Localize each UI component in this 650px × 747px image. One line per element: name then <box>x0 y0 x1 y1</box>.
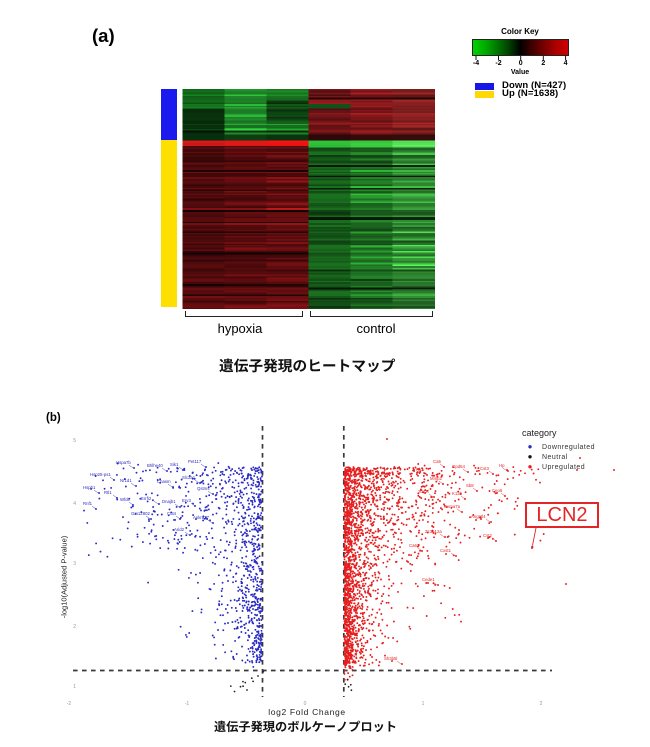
svg-text:Cxst1: Cxst1 <box>440 548 452 553</box>
svg-text:1: 1 <box>73 684 76 690</box>
svg-text:3: 3 <box>73 561 76 567</box>
svg-text:Mmp2: Mmp2 <box>430 476 443 481</box>
svg-text:0: 0 <box>304 701 307 707</box>
svg-text:Cede1: Cede1 <box>422 577 435 582</box>
svg-text:Gpd64: Gpd64 <box>452 464 466 469</box>
svg-text:-1: -1 <box>185 701 190 707</box>
svg-text:-2: -2 <box>67 701 72 707</box>
svg-text:Sb8: Sb8 <box>466 483 474 488</box>
svg-text:Slc2a1: Slc2a1 <box>182 475 196 480</box>
svg-text:Arid2: Arid2 <box>174 527 185 532</box>
svg-text:Rtl1: Rtl1 <box>104 490 112 495</box>
svg-text:Qstm4: Qstm4 <box>197 486 210 491</box>
svg-text:Erv3: Erv3 <box>182 498 191 503</box>
svg-text:1: 1 <box>422 701 425 707</box>
svg-text:Angptl4: Angptl4 <box>471 514 486 519</box>
svg-text:Sik1: Sik1 <box>170 462 179 467</box>
svg-text:Sh3b5l: Sh3b5l <box>384 656 397 661</box>
svg-text:Hspb1: Hspb1 <box>83 485 96 490</box>
svg-text:Bhlhe40: Bhlhe40 <box>147 463 163 468</box>
svg-text:Downregulated: Downregulated <box>542 444 595 451</box>
svg-text:Hspa7b: Hspa7b <box>116 460 131 465</box>
svg-text:Hp: Hp <box>499 463 505 468</box>
svg-text:Pet117: Pet117 <box>188 459 202 464</box>
svg-text:Nr1d1: Nr1d1 <box>120 478 132 483</box>
svg-text:K12b: K12b <box>452 491 463 496</box>
svg-text:Hk2: Hk2 <box>416 467 424 472</box>
svg-text:Cst2: Cst2 <box>483 533 492 538</box>
svg-text:Dnajb1: Dnajb1 <box>162 499 176 504</box>
svg-text:2: 2 <box>73 624 76 630</box>
svg-text:Gm12802: Gm12802 <box>131 511 150 516</box>
svg-text:Neutral: Neutral <box>542 454 568 461</box>
svg-text:Upregulated: Upregulated <box>542 464 585 471</box>
svg-text:Ceo6: Ceo6 <box>492 488 503 493</box>
svg-text:Ca62: Ca62 <box>409 543 420 548</box>
svg-text:Cst3: Cst3 <box>480 466 489 471</box>
svg-text:5: 5 <box>73 438 76 444</box>
svg-text:4: 4 <box>73 501 76 507</box>
svg-text:Ca5: Ca5 <box>433 459 441 464</box>
svg-text:Zc3h12a: Zc3h12a <box>425 529 442 534</box>
svg-text:Errfi2: Errfi2 <box>141 496 152 501</box>
svg-text:Rnf1: Rnf1 <box>83 501 93 506</box>
svg-text:Chasm: Chasm <box>157 479 171 484</box>
svg-text:Sema7a: Sema7a <box>444 504 461 509</box>
svg-text:Hsp25-ps1: Hsp25-ps1 <box>90 472 111 477</box>
svg-text:2: 2 <box>540 701 543 707</box>
svg-text:Ankrd37: Ankrd37 <box>193 515 210 520</box>
svg-text:category: category <box>522 428 557 438</box>
svg-text:2de2f: 2de2f <box>418 489 430 494</box>
svg-text:Wfdc: Wfdc <box>120 497 131 502</box>
svg-text:Cut4: Cut4 <box>167 511 177 516</box>
